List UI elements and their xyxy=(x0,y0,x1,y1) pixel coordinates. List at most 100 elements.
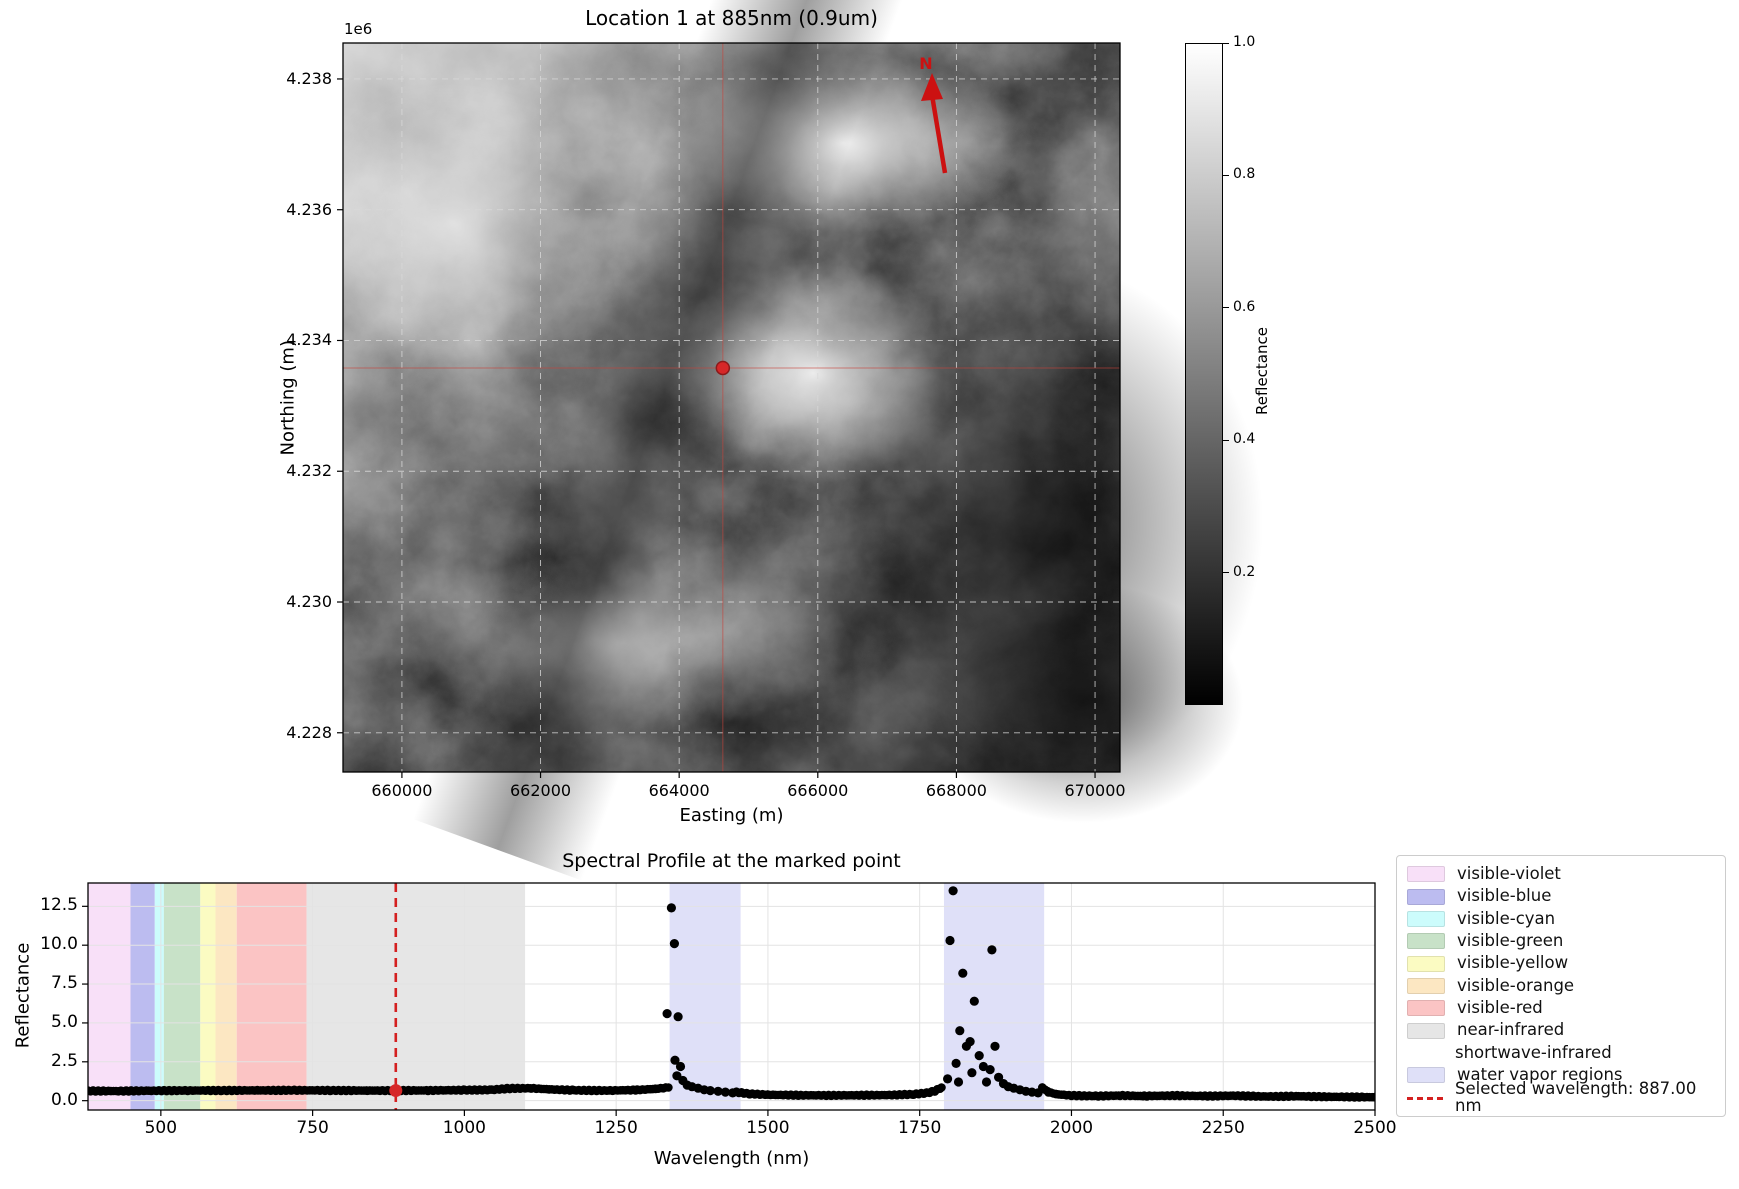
legend-label: visible-cyan xyxy=(1457,908,1556,928)
map-y-tick-label: 4.232 xyxy=(286,461,332,481)
spectral-x-tick-label: 1000 xyxy=(442,1118,486,1138)
selected-point-dot xyxy=(389,1084,403,1098)
legend-label: visible-yellow xyxy=(1457,953,1569,973)
map-y-tick-label: 4.230 xyxy=(286,592,332,611)
spectral-gridlines xyxy=(88,883,1375,1110)
band-visible-yellow xyxy=(200,883,216,1110)
spectral-x-tick-label: 750 xyxy=(296,1118,329,1138)
colorbar-label: Reflectance xyxy=(1253,327,1271,415)
legend-color-swatch xyxy=(1407,888,1445,905)
water-vapor-region xyxy=(669,883,741,1110)
legend-entry: visible-yellow xyxy=(1407,953,1715,975)
legend-color-swatch xyxy=(1407,955,1445,972)
colorbar-tick-mark xyxy=(1223,439,1229,441)
spectral-x-tick-label: 2500 xyxy=(1353,1118,1397,1138)
colorbar-tick-label: 0.4 xyxy=(1233,431,1256,448)
legend-entry: Selected wavelength: 887.00 nm xyxy=(1407,1081,1715,1114)
spectral-title: Spectral Profile at the marked point xyxy=(562,850,901,872)
map-x-tick-label: 660000 xyxy=(371,781,433,800)
legend-color-swatch xyxy=(1407,1046,1443,1060)
legend-color-swatch xyxy=(1407,933,1445,950)
spectral-x-tick-label: 1750 xyxy=(898,1118,942,1138)
legend: visible-violet visible-blue visible-cyan vi… xyxy=(1396,855,1726,1117)
legend-entry: visible-green xyxy=(1407,930,1715,952)
spectral-x-tick-label: 2250 xyxy=(1201,1118,1245,1138)
band-visible-cyan xyxy=(154,883,164,1110)
map-image: N xyxy=(293,0,1263,881)
legend-label: shortwave-infrared xyxy=(1455,1042,1612,1062)
north-arrow: N xyxy=(919,54,948,174)
map-y-tick-label: 4.228 xyxy=(286,722,332,742)
map-x-tick-label: 662000 xyxy=(509,781,572,800)
spectral-y-tick-label: 7.5 xyxy=(50,973,78,994)
map-y-offset-label: 1e6 xyxy=(344,20,373,38)
legend-label: visible-green xyxy=(1457,931,1564,950)
spectral-tick-marks xyxy=(82,905,1376,1116)
map-x-tick-label: 668000 xyxy=(925,781,987,800)
map-x-axis-title: Easting (m) xyxy=(679,805,784,826)
legend-entry: visible-orange xyxy=(1407,975,1715,997)
legend-label: Selected wavelength: 887.00 nm xyxy=(1455,1079,1697,1115)
spectral-x-tick-label: 2000 xyxy=(1049,1118,1094,1138)
map-tick-marks xyxy=(337,78,1096,778)
map-x-tick-label: 666000 xyxy=(787,781,849,800)
spectral-x-tick-label: 500 xyxy=(144,1118,178,1138)
colorbar-tick-label: 0.2 xyxy=(1233,563,1256,580)
spectral-x-tick-label: 1500 xyxy=(746,1118,790,1138)
crosshair-lines xyxy=(343,43,1120,772)
legend-label: visible-orange xyxy=(1457,975,1575,995)
legend-label: near-infrared xyxy=(1457,1020,1565,1040)
spectral-x-axis-title: Wavelength (nm) xyxy=(653,1148,810,1169)
spectral-x-tick-label: 1250 xyxy=(594,1118,638,1138)
legend-color-swatch xyxy=(1407,977,1445,994)
map-border xyxy=(342,42,1121,773)
legend-entry: near-infrared xyxy=(1407,1020,1715,1042)
legend-entry: visible-blue xyxy=(1407,886,1715,908)
legend-label: visible-red xyxy=(1457,998,1543,1018)
spectral-y-tick-label: 12.5 xyxy=(40,895,78,916)
band-visible-blue xyxy=(130,883,155,1110)
legend-color-swatch xyxy=(1407,910,1445,927)
legend-label: visible-blue xyxy=(1457,886,1552,906)
spectral-y-tick-label: 0.0 xyxy=(50,1089,78,1110)
spectral-y-tick-label: 5.0 xyxy=(50,1011,78,1032)
legend-entry: visible-violet xyxy=(1407,863,1715,885)
colorbar-tick-mark xyxy=(1223,174,1229,177)
map-gridlines xyxy=(343,43,1120,772)
map-x-tick-label: 664000 xyxy=(648,781,710,800)
band-visible-green xyxy=(163,883,201,1110)
map-y-tick-label: 4.234 xyxy=(286,330,332,350)
band-visible-red xyxy=(236,883,307,1110)
colorbar-tick-mark xyxy=(1223,572,1229,574)
legend-entry: shortwave-infrared xyxy=(1407,1042,1715,1064)
map-y-axis-title: Northing (m) xyxy=(277,340,299,456)
band-near-infrared xyxy=(306,883,526,1110)
spectrum-bands xyxy=(88,883,1045,1110)
spectral-plot xyxy=(82,882,1376,1116)
colorbar-tick-mark xyxy=(1223,307,1229,309)
colorbar-gradient xyxy=(1185,43,1223,705)
spectral-border xyxy=(87,882,1376,1111)
map-y-tick-label: 4.236 xyxy=(286,199,332,219)
colorbar-tick-label: 1.0 xyxy=(1233,34,1256,50)
spectral-y-tick-label: 2.5 xyxy=(50,1050,78,1071)
legend-entry: water vapor regions xyxy=(1407,1064,1715,1086)
legend-label: visible-violet xyxy=(1457,863,1561,883)
band-visible-orange xyxy=(215,883,237,1110)
legend-color-swatch xyxy=(1407,1000,1445,1017)
legend-color-swatch xyxy=(1407,1022,1445,1039)
legend-entry: visible-red xyxy=(1407,997,1715,1019)
north-label: N xyxy=(919,54,932,73)
legend-color-swatch xyxy=(1407,866,1445,883)
legend-dashed-line-swatch xyxy=(1407,1096,1443,1100)
dark-diagonal-band xyxy=(412,0,918,881)
legend-entry: visible-cyan xyxy=(1407,908,1715,930)
band-visible-violet xyxy=(88,883,131,1110)
map-x-tick-label: 670000 xyxy=(1064,781,1126,800)
colorbar-tick-label: 0.6 xyxy=(1233,298,1256,315)
legend-color-swatch xyxy=(1407,1067,1445,1084)
spectral-y-tick-label: 10.0 xyxy=(40,934,78,955)
legend-label: water vapor regions xyxy=(1457,1065,1623,1085)
marked-point-dot xyxy=(715,360,731,376)
